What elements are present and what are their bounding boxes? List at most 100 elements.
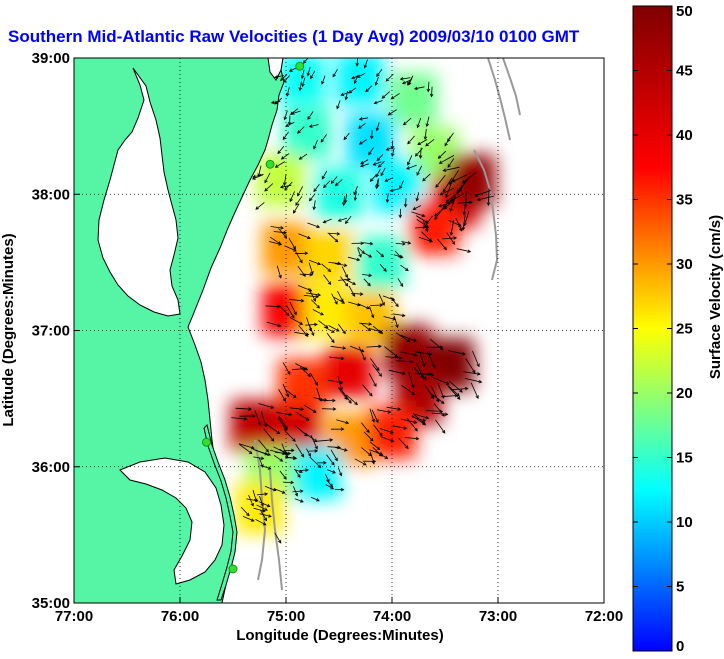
velocity-cell bbox=[256, 154, 305, 207]
velocity-arrow-head bbox=[385, 78, 390, 82]
velocity-arrow-head bbox=[474, 193, 479, 197]
velocity-arrow-head bbox=[365, 88, 369, 93]
velocity-arrow bbox=[256, 504, 268, 511]
velocity-arrow-head bbox=[441, 429, 446, 434]
velocity-arrow-head bbox=[263, 517, 268, 522]
velocity-arrow bbox=[291, 110, 301, 115]
velocity-cell bbox=[336, 58, 385, 105]
velocity-arrow-head bbox=[447, 138, 451, 143]
velocity-arrow-head bbox=[314, 322, 318, 327]
velocity-arrow bbox=[363, 252, 372, 258]
velocity-arrow bbox=[380, 436, 394, 442]
velocity-arrow bbox=[369, 328, 382, 333]
velocity-arrow bbox=[418, 236, 433, 242]
colorbar-tick-label: 15 bbox=[676, 450, 693, 467]
velocity-arrow-head bbox=[317, 261, 321, 266]
velocity-arrow bbox=[242, 516, 254, 522]
x-tick-label: 73:00 bbox=[479, 608, 517, 625]
velocity-arrow bbox=[385, 356, 402, 359]
velocity-arrow bbox=[334, 263, 347, 266]
velocity-arrow-head bbox=[323, 184, 327, 189]
velocity-arrow bbox=[289, 301, 297, 315]
velocity-arrow bbox=[279, 470, 287, 480]
velocity-cell bbox=[384, 325, 432, 377]
velocity-arrow bbox=[259, 513, 272, 517]
velocity-arrow-head bbox=[298, 87, 303, 92]
velocity-cell bbox=[283, 107, 332, 159]
velocity-arrow bbox=[361, 447, 372, 456]
velocity-arrow-head bbox=[277, 241, 282, 245]
velocity-arrow bbox=[369, 451, 375, 464]
velocity-arrow-head bbox=[402, 371, 406, 375]
velocity-arrow bbox=[345, 215, 352, 224]
velocity-arrow bbox=[425, 139, 435, 147]
velocity-arrow-head bbox=[478, 379, 483, 384]
velocity-arrow bbox=[445, 191, 460, 203]
colorbar-tick-label: 5 bbox=[676, 579, 684, 596]
velocity-arrow bbox=[464, 378, 482, 383]
velocity-arrow bbox=[395, 332, 411, 343]
velocity-arrow bbox=[417, 139, 428, 145]
velocity-arrow bbox=[397, 278, 404, 287]
velocity-arrow-head bbox=[445, 381, 450, 385]
velocity-arrow bbox=[386, 406, 401, 410]
velocity-arrow bbox=[310, 496, 320, 502]
velocity-arrow-head bbox=[280, 77, 284, 81]
velocity-arrow-head bbox=[297, 474, 301, 479]
velocity-arrow-head bbox=[406, 338, 411, 343]
velocity-arrow bbox=[450, 193, 464, 202]
velocity-arrow-head bbox=[320, 138, 325, 143]
velocity-arrow bbox=[259, 495, 264, 507]
velocity-arrow-head bbox=[407, 241, 412, 245]
velocity-arrow bbox=[278, 304, 290, 316]
velocity-arrow bbox=[422, 173, 431, 182]
velocity-arrow-head bbox=[299, 259, 303, 264]
velocity-arrow bbox=[332, 69, 338, 78]
velocity-arrow-head bbox=[476, 372, 481, 376]
velocity-arrow-head bbox=[424, 220, 429, 224]
velocity-arrow bbox=[306, 292, 321, 296]
velocity-arrow bbox=[348, 87, 357, 94]
velocity-arrow-head bbox=[358, 141, 363, 145]
velocity-arrow-head bbox=[379, 303, 384, 307]
velocity-arrow-head bbox=[458, 188, 463, 192]
velocity-arrow bbox=[450, 388, 468, 391]
velocity-arrow bbox=[298, 233, 311, 239]
velocity-arrow-head bbox=[373, 100, 378, 105]
velocity-arrow bbox=[371, 130, 373, 139]
velocity-arrow-head bbox=[383, 268, 387, 272]
velocity-arrow-head bbox=[267, 466, 272, 470]
velocity-arrow-head bbox=[332, 407, 337, 411]
velocity-arrow-head bbox=[289, 198, 293, 203]
velocity-arrow-head bbox=[272, 487, 277, 492]
velocity-arrow-head bbox=[447, 164, 451, 168]
velocity-arrow bbox=[318, 320, 329, 329]
velocity-arrow bbox=[357, 303, 370, 310]
velocity-arrow-head bbox=[287, 122, 292, 126]
velocity-arrow-head bbox=[362, 357, 366, 361]
velocity-arrow bbox=[321, 263, 331, 272]
velocity-arrow-head bbox=[371, 460, 375, 465]
velocity-arrow-head bbox=[310, 75, 314, 80]
velocity-arrow-head bbox=[261, 508, 266, 513]
velocity-arrow bbox=[270, 226, 284, 229]
velocity-arrow-head bbox=[376, 446, 381, 451]
velocity-arrow-head bbox=[416, 124, 420, 129]
velocity-arrow bbox=[344, 193, 348, 203]
velocity-arrow-head bbox=[358, 125, 362, 129]
velocity-arrow bbox=[477, 195, 494, 201]
velocity-arrow bbox=[362, 384, 373, 397]
velocity-cell bbox=[346, 113, 395, 166]
isobath-contour bbox=[502, 58, 521, 116]
velocity-arrow bbox=[376, 122, 380, 131]
velocity-arrow-head bbox=[288, 412, 293, 417]
velocity-arrow bbox=[252, 489, 257, 502]
velocity-arrow bbox=[463, 198, 467, 215]
velocity-arrow-head bbox=[356, 302, 361, 307]
velocity-arrow bbox=[282, 362, 291, 375]
velocity-arrow bbox=[407, 135, 415, 145]
x-axis-ticks: 77:00 76:00 75:00 74:00 73:00 72:00 bbox=[55, 597, 623, 625]
velocity-arrow-head bbox=[300, 298, 305, 303]
velocity-arrow-head bbox=[384, 178, 389, 182]
velocity-arrow-head bbox=[445, 199, 449, 203]
